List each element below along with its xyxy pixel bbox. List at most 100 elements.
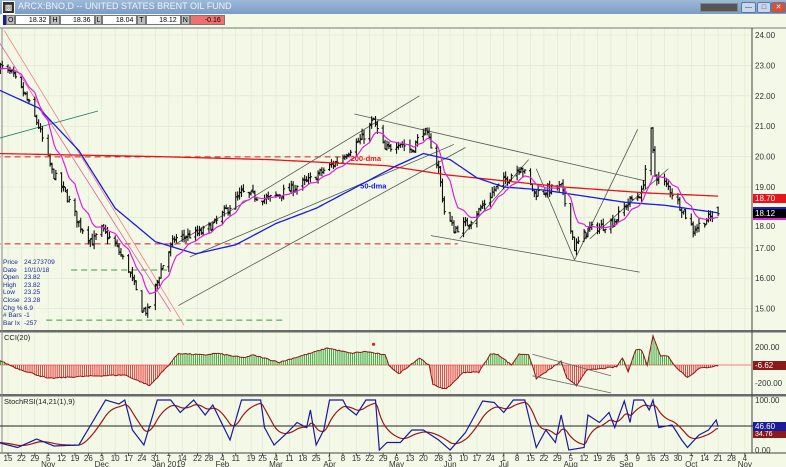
price-bar [483,199,487,210]
price-bar [452,220,456,234]
price-bar [48,153,52,167]
price-bar [536,185,540,197]
price-bar [289,180,293,194]
info-value: 23.25 [24,289,41,297]
price-bar [0,60,4,70]
x-axis-tick-label: 19 [593,454,602,463]
quote-value-l: 18.04 [102,15,138,25]
x-axis-tick-label: 14 [700,454,709,463]
price-bar [504,171,508,185]
price-bar [75,210,79,228]
price-bar [347,152,351,157]
cci-trendline [532,375,611,394]
chart-canvas[interactable]: 24.00 23.00 22.00 21.00 20.00 19.00 18.00 17.00… [0,14,786,467]
info-label: Date [3,266,17,274]
info-value: -257 [24,319,38,327]
price-bar [236,191,240,201]
x-axis-month-label: Dec [95,460,109,467]
quote-value-o: 18.32 [15,15,51,25]
info-row: Bar Ix -257 [3,320,55,328]
price-bar [173,236,177,243]
window-title: ARCX:BNO,D -- UNITED STATES BRENT OIL FU… [18,1,232,11]
x-axis-tick-label: 4 [220,454,225,463]
trendline [0,42,172,312]
price-bar [703,222,707,228]
price-bar [465,217,469,227]
x-axis-tick-label: 9 [635,454,640,463]
price-bar [356,137,360,143]
quote-value-h: 18.36 [59,15,95,25]
ma-annotation-label: 200-dma [351,154,382,163]
stochrsi-signal-line [0,401,719,447]
ema-line [0,67,719,295]
quote-value-n: -0.16 [189,15,225,25]
price-axis-label: 24.00 [755,31,776,40]
info-row: # Bars -1 [3,312,55,320]
price-bar [410,148,414,153]
price-bar [63,186,67,193]
price-bar [584,231,588,240]
x-axis-month-label: Aug [564,460,578,467]
close-icon[interactable]: ✕ [771,2,786,13]
price-bar [523,169,527,174]
stochrsi-axis-label: 0.00 [755,446,771,455]
price-bar [215,215,219,225]
price-bar [385,140,389,151]
x-axis-tick-label: 22 [365,454,374,463]
price-bar [94,233,98,241]
x-axis-month-label: Oct [685,460,698,467]
minimize-icon[interactable]: — [741,2,756,13]
price-bar [174,233,178,243]
quote-key-l: L [94,15,103,25]
price-bar [601,218,605,231]
symbol-box[interactable] [700,3,738,12]
quote-bar: O 18.32 H 18.36 L 18.04 T 18.12 N -0.16 [3,15,225,25]
price-bar [574,238,578,256]
price-bar [186,228,190,241]
price-bar [207,222,211,234]
price-axis-label: 22.00 [755,92,776,101]
x-axis-tick-label: 11 [232,454,241,463]
sma50-line [0,89,719,255]
x-axis-tick-label: 1 [327,454,332,463]
x-axis-month-label: Nov [738,460,752,467]
stochrsi-signal-value-tag: 34.76 [753,431,786,438]
x-axis-month-label: Nov [41,460,55,467]
price-bar [697,218,701,233]
x-axis-tick-label: 14 [178,454,187,463]
stochrsi-value-tag: 46.60 [753,422,786,431]
x-axis-tick-label: 13 [405,454,414,463]
price-bar [421,128,425,141]
price-bar [119,248,123,257]
price-bar [630,195,634,201]
x-axis-tick-label: 17 [472,454,481,463]
price-bar [161,264,165,270]
cci-axis-label: 200.00 [755,343,780,352]
price-bar [682,210,686,215]
price-bar [199,227,203,235]
x-axis-tick-label: 4 [274,454,279,463]
price-bar [27,98,31,103]
price-bar [10,69,14,74]
info-label: Price [3,259,18,266]
price-bar [201,225,205,237]
cci-line [0,333,719,390]
price-bar [716,206,720,217]
price-bar [628,195,632,208]
price-bar [115,239,119,247]
x-axis-tick-label: 18 [298,454,307,463]
ma-annotation-label: 50-dma [360,182,387,191]
info-row: Date 10/10/18 [3,267,55,275]
info-value: 10/10/18 [24,266,50,274]
price-bar [467,224,471,230]
x-axis-tick-label: 25 [312,454,321,463]
price-bar [121,254,125,260]
price-bar [148,305,152,309]
x-axis-tick-label: 12 [580,454,589,463]
price-bar [469,220,473,230]
price-bar [167,251,171,272]
price-bar [77,220,81,228]
price-bar [349,149,353,157]
price-bar [241,184,245,193]
maximize-icon[interactable]: □ [757,2,771,13]
